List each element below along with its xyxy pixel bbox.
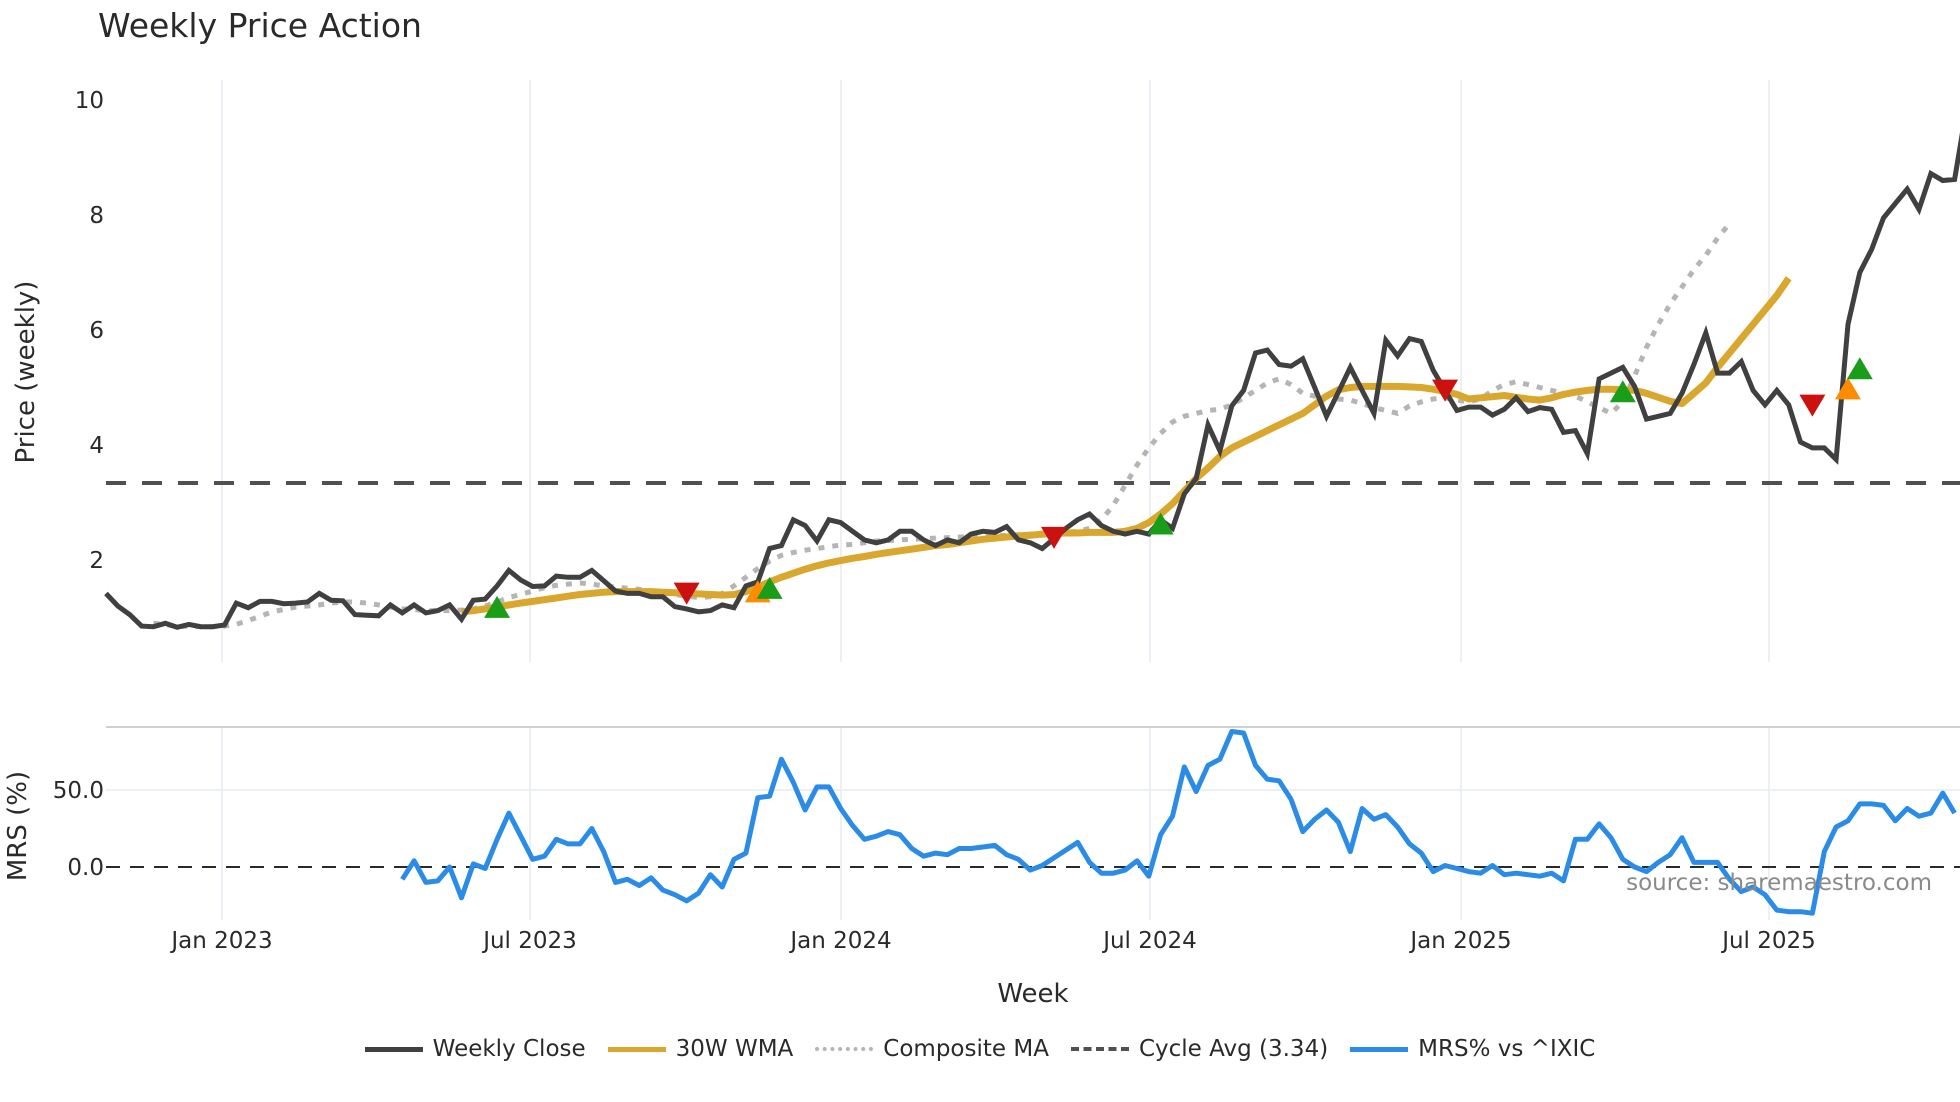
price-y-tick: 8 — [89, 203, 104, 229]
buy-signal-marker — [484, 595, 511, 618]
mrs-panel-grid — [106, 728, 1960, 920]
x-axis-label: Week — [997, 979, 1068, 1009]
sell-signal-marker — [673, 582, 700, 605]
sell-signal-marker — [1041, 526, 1067, 549]
x-tick: Jul 2025 — [1720, 928, 1816, 954]
price-y-tick: 6 — [89, 318, 104, 344]
x-tick: Jan 2024 — [788, 928, 891, 954]
buy-signal-marker — [756, 576, 783, 599]
mrs-y-axis: 50.0 0.0 — [53, 778, 104, 881]
legend-item-wma30[interactable]: 30W WMA — [607, 1036, 794, 1062]
composite-ma-line — [153, 222, 1732, 630]
price-y-tick: 10 — [75, 88, 104, 114]
legend-item-composite_ma[interactable]: Composite MA — [815, 1036, 1049, 1062]
legend-item-weekly_close[interactable]: Weekly Close — [364, 1036, 586, 1062]
legend-item-mrs[interactable]: MRS% vs ^IXIC — [1350, 1036, 1595, 1062]
legend-swatch-icon — [815, 1047, 874, 1051]
legend-label: 30W WMA — [675, 1036, 794, 1062]
x-axis: Jan 2023 Jul 2023 Jan 2024 Jul 2024 Jan 2025… — [169, 928, 1815, 954]
x-tick: Jan 2023 — [169, 928, 272, 954]
sell-signal-marker — [1432, 379, 1459, 402]
price-y-tick: 2 — [89, 548, 104, 574]
caution-signal-marker — [1834, 377, 1861, 400]
legend-label: Cycle Avg (3.34) — [1138, 1036, 1329, 1062]
x-tick: Jul 2023 — [481, 928, 577, 954]
signal-markers — [484, 357, 1873, 618]
legend: Weekly Close 30W WMA Composite MA Cycle Avg… — [0, 1036, 1960, 1062]
price-y-axis-label: Price (weekly) — [11, 281, 41, 464]
buy-signal-marker — [1609, 380, 1636, 403]
buy-signal-marker — [1147, 512, 1174, 535]
mrs-y-tick: 0.0 — [67, 855, 104, 881]
weekly-close-line — [104, 132, 1960, 630]
legend-item-cycle_avg[interactable]: Cycle Avg (3.34) — [1070, 1036, 1329, 1062]
mrs-y-tick: 50.0 — [53, 778, 104, 804]
legend-swatch-icon — [364, 1046, 423, 1052]
buy-signal-marker — [1846, 357, 1873, 380]
legend-swatch-icon — [1350, 1046, 1409, 1052]
legend-swatch-icon — [607, 1046, 666, 1052]
source-watermark: source: sharemaestro.com — [1626, 870, 1932, 896]
price-y-axis: 10 8 6 4 2 — [75, 88, 104, 574]
mrs-y-axis-label: MRS (%) — [3, 771, 33, 881]
x-tick: Jan 2025 — [1408, 928, 1511, 954]
price-panel-grid — [221, 80, 1770, 662]
x-tick: Jul 2024 — [1101, 928, 1197, 954]
legend-label: Weekly Close — [432, 1036, 586, 1062]
legend-swatch-icon — [1070, 1047, 1129, 1051]
legend-label: Composite MA — [883, 1036, 1049, 1062]
legend-label: MRS% vs ^IXIC — [1418, 1036, 1596, 1062]
price-y-tick: 4 — [89, 433, 104, 459]
mrs-line — [400, 729, 1957, 916]
sell-signal-marker — [1799, 394, 1826, 417]
chart-title: Weekly Price Action — [98, 6, 422, 45]
